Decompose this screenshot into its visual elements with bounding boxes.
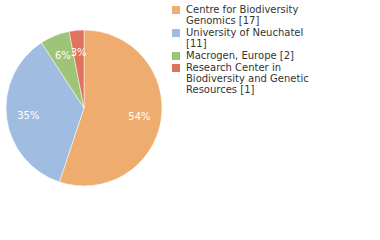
svg-text:3%: 3% <box>71 47 87 58</box>
svg-text:54%: 54% <box>128 111 150 122</box>
svg-text:6%: 6% <box>55 50 71 61</box>
svg-text:35%: 35% <box>17 110 39 121</box>
html-text:Centre for Biodiversity Genomi: Centre for Biodiversity Genomics [17] <box>186 4 299 26</box>
html-text:Macrogen, Europe [2]: Macrogen, Europe [2] <box>186 50 294 61</box>
html-text:University of Neuchatel [11]: University of Neuchatel [11] <box>186 27 304 49</box>
html-text:Research Center in Biodiversit: Research Center in Biodiversity and Gene… <box>186 62 309 95</box>
